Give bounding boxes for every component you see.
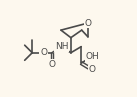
Text: O: O [48,60,55,69]
Text: O: O [89,65,95,74]
Text: OH: OH [85,52,99,61]
Text: NH: NH [55,42,68,51]
Text: O: O [84,19,91,28]
Text: O: O [40,48,47,57]
